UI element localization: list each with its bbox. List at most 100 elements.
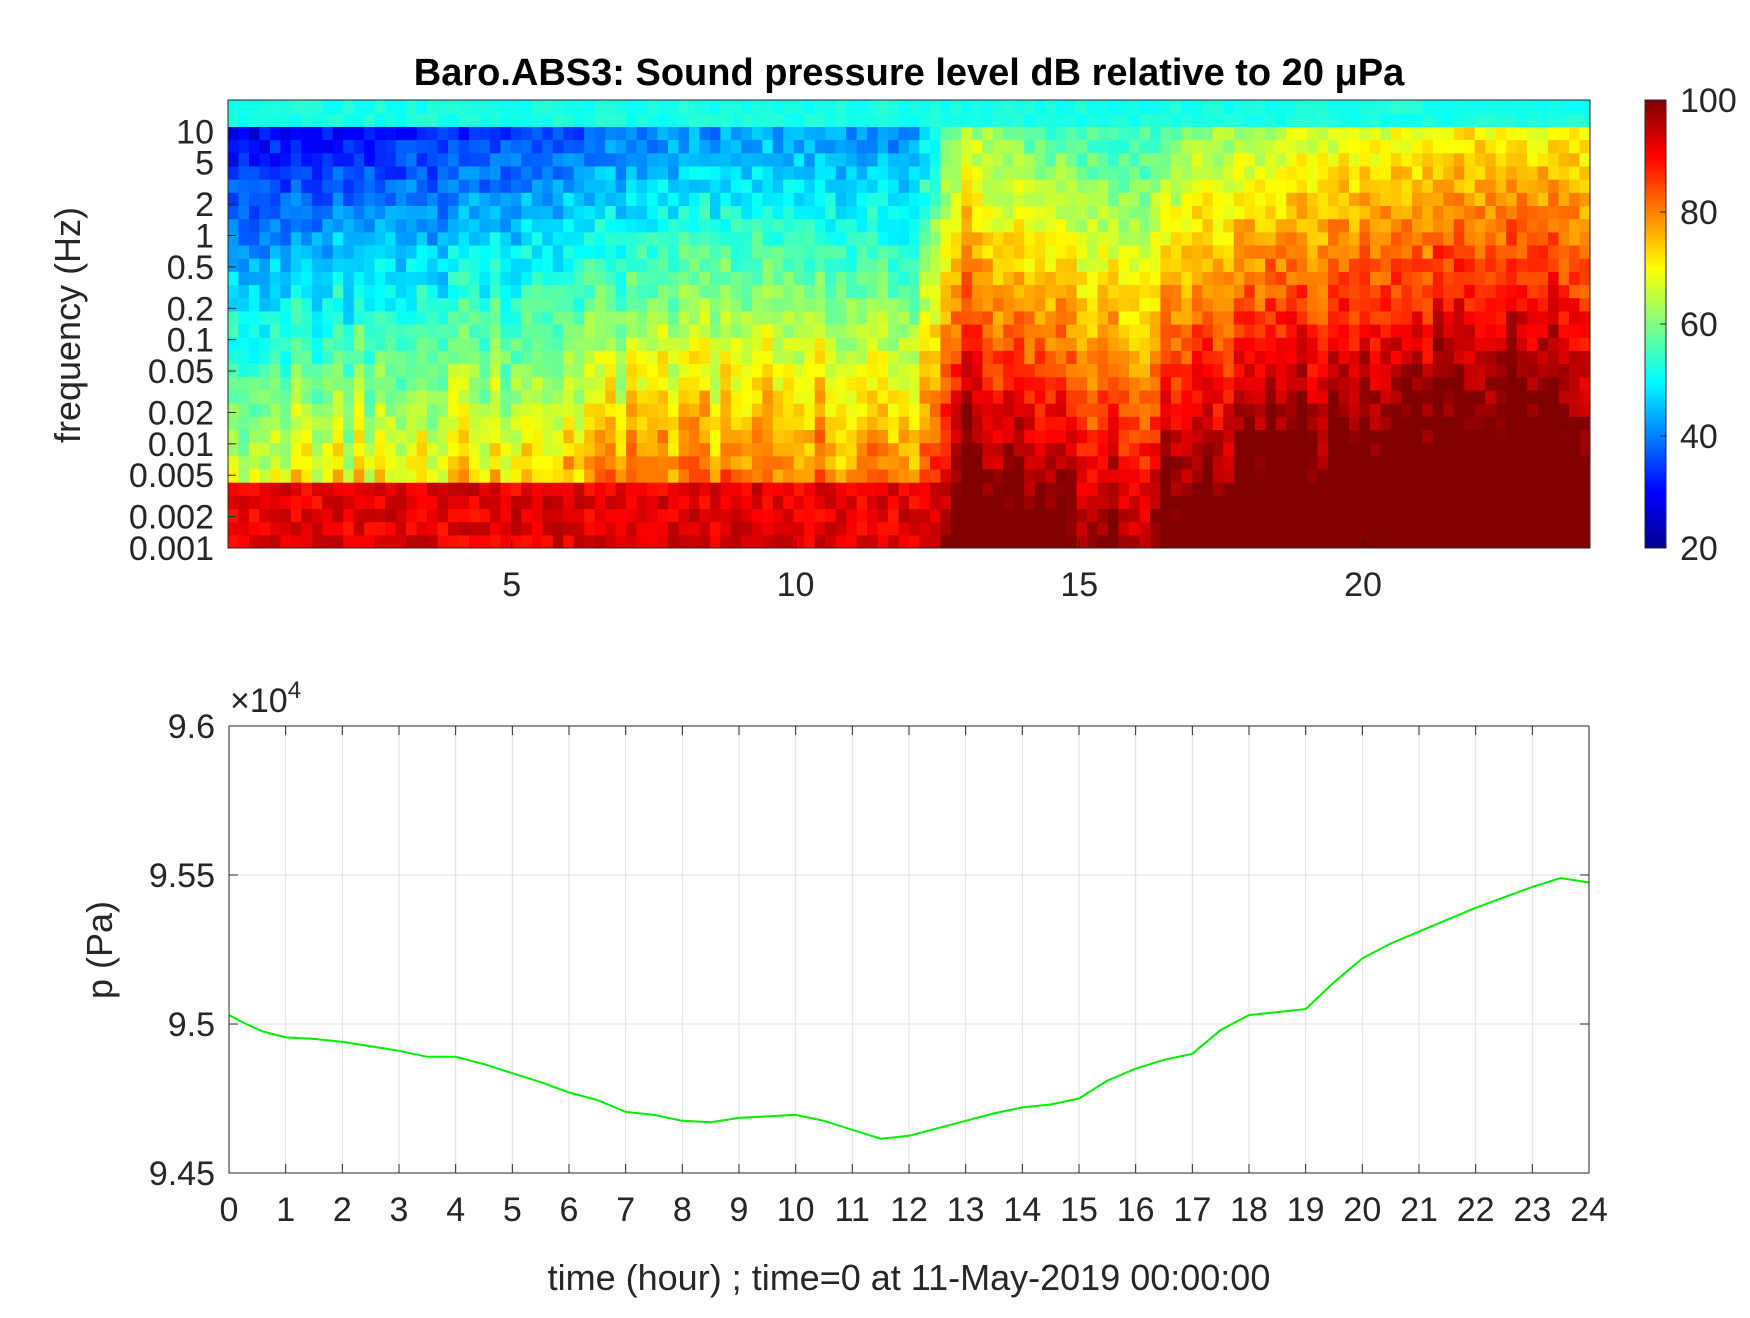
heatmap-cell [668,100,680,114]
heatmap-cell [458,324,470,338]
heatmap-cell [1212,389,1224,404]
heatmap-cell [720,495,732,510]
heatmap-cell [909,100,921,114]
heatmap-cell [1527,310,1539,325]
heatmap-cell [1474,244,1486,259]
heatmap-cell [1149,508,1162,523]
heatmap-cell [1003,310,1015,325]
heatmap-cell [699,152,711,167]
heatmap-cell [406,389,418,404]
heatmap-cell [1317,416,1329,431]
heatmap-cell [1181,100,1193,114]
heatmap-cell [668,442,680,457]
heatmap-cell [668,179,680,193]
heatmap-cell [1349,350,1361,365]
heatmap-cell [1453,442,1465,457]
heatmap-cell [1349,218,1361,233]
heatmap-cell [1139,442,1151,457]
heatmap-cell [584,363,596,378]
heatmap-cell [657,337,669,351]
heatmap-cell [248,310,261,325]
heatmap-cell [1254,113,1266,127]
heatmap-cell [688,455,701,470]
heatmap-cell [1149,152,1162,167]
heatmap-cell [1516,429,1528,444]
heatmap-cell [1160,113,1172,127]
heatmap-cell [1369,455,1382,470]
heatmap-cell [500,482,512,496]
heatmap-cell [322,495,334,510]
heatmap-cell [804,310,816,325]
heatmap-cell [1108,429,1120,444]
heatmap-cell [584,468,596,483]
heatmap-cell [856,218,868,233]
heatmap-cell [909,376,921,391]
heatmap-cell [772,376,784,391]
heatmap-cell [343,284,355,299]
y-tick-label: 0.002 [129,499,214,537]
heatmap-cell [1548,244,1560,259]
heatmap-cell [1034,152,1046,167]
heatmap-cell [751,126,763,141]
heatmap-cell [1160,442,1172,457]
heatmap-cell [1453,337,1465,351]
heatmap-cell [1569,389,1581,404]
heatmap-cell [626,165,638,180]
heatmap-cell [1045,376,1057,391]
heatmap-cell [301,363,313,378]
heatmap-cell [1338,350,1350,365]
heatmap-cell [1244,324,1256,338]
heatmap-cell [1055,244,1067,259]
heatmap-cell [1328,468,1340,483]
heatmap-cell [1516,376,1528,391]
heatmap-cell [1191,152,1203,167]
heatmap-cell [1087,192,1099,207]
heatmap-cell [1390,468,1403,483]
heatmap-cell [856,363,868,378]
heatmap-cell [1076,508,1088,523]
heatmap-cell [531,403,543,417]
heatmap-cell [1453,244,1465,259]
heatmap-cell [1139,218,1151,233]
heatmap-cell [437,324,449,338]
heatmap-cell [1495,442,1507,457]
heatmap-cell [605,455,617,470]
heatmap-cell [741,152,753,167]
heatmap-cell [636,337,648,351]
heatmap-cell [479,376,491,391]
heatmap-cell [1003,442,1015,457]
heatmap-cell [1233,244,1245,259]
heatmap-cell [835,429,847,444]
heatmap-cell [489,310,501,325]
heatmap-cell [238,389,250,404]
heatmap-cell [814,192,826,207]
heatmap-cell [1432,152,1444,167]
heatmap-cell [531,324,543,338]
heatmap-cell [971,508,983,523]
heatmap-cell [929,363,942,378]
heatmap-cell [1202,468,1214,483]
heatmap-cell [437,218,449,233]
heatmap-cell [1558,310,1570,325]
heatmap-cell [1275,179,1287,193]
heatmap-cell [1149,205,1162,220]
heatmap-cell [657,152,669,167]
heatmap-cell [961,152,973,167]
heatmap-cell [542,363,554,378]
heatmap-cell [772,179,784,193]
heatmap-cell [699,403,711,417]
heatmap-cell [730,310,742,325]
heatmap-cell [500,363,512,378]
heatmap-cell [1275,376,1287,391]
heatmap-cell [856,455,868,470]
heatmap-cell [322,271,334,286]
heatmap-cell [720,100,732,114]
heatmap-cell [510,363,522,378]
heatmap-cell [1443,337,1455,351]
heatmap-cell [961,231,973,246]
heatmap-cell [416,126,428,141]
heatmap-cell [783,218,795,233]
heatmap-cell [1286,350,1298,365]
heatmap-cell [846,429,858,444]
heatmap-cell [531,165,543,180]
